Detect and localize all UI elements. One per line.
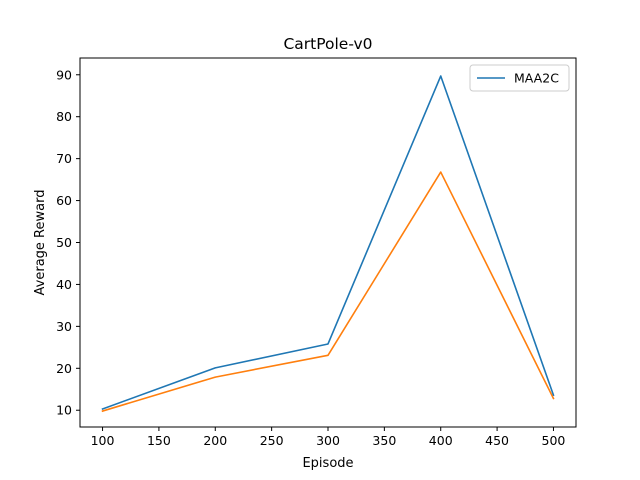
y-axis-label: Average Reward: [33, 190, 48, 296]
legend-box: [469, 64, 570, 92]
axes-frame: [79, 57, 577, 428]
series-1-point: [440, 75, 442, 77]
y-tick-label: 20: [56, 361, 72, 376]
series-1-point: [214, 367, 216, 369]
series-1-point: [327, 343, 329, 345]
y-tick-label: 90: [56, 67, 72, 82]
legend: MAA2C: [469, 64, 570, 92]
chart-title: CartPole-v0: [283, 35, 372, 53]
legend-label: MAA2C: [514, 71, 559, 86]
x-tick-label: 500: [542, 433, 566, 448]
y-tick-label: 10: [56, 403, 72, 418]
y-tick-label: 50: [56, 235, 72, 250]
series-1-point: [101, 408, 104, 410]
x-tick-label: 350: [372, 433, 396, 448]
x-tick-label: 450: [485, 433, 509, 448]
x-tick-label: 300: [316, 433, 340, 448]
series-line-1: [101, 75, 555, 410]
plot-area: 100 150 200 250 300 350 400 450 500 10 20 30 40 50 60 7…: [56, 67, 565, 448]
x-tick-label: 150: [147, 433, 171, 448]
x-tick-label: 200: [203, 433, 227, 448]
x-tick-label: 250: [260, 433, 284, 448]
y-tick-label: 30: [56, 319, 72, 334]
y-tick-label: 80: [56, 109, 72, 124]
x-tick-label: 400: [429, 433, 453, 448]
series-2-point: [440, 171, 442, 173]
series-2-point: [327, 354, 329, 356]
series-2-point: [552, 397, 555, 400]
y-tick-label: 70: [56, 151, 72, 166]
x-tick-label: 100: [91, 433, 115, 448]
y-tick-label: 60: [56, 193, 72, 208]
y-tick-label: 40: [56, 277, 72, 292]
series-1-point: [552, 394, 555, 396]
series-line-2: [101, 171, 555, 413]
series-2-point: [101, 410, 104, 412]
series-2-point: [214, 376, 216, 378]
x-axis-label: Episode: [302, 456, 353, 471]
